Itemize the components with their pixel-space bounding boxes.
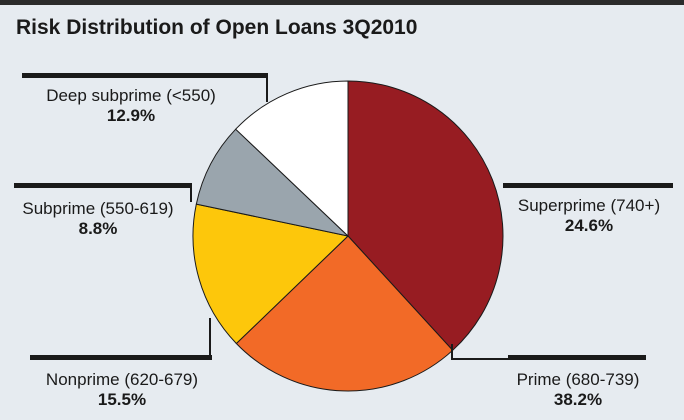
leader-bar-nonprime [30, 355, 212, 360]
top-border [0, 0, 684, 5]
slice-name: Subprime (550-619) [22, 199, 174, 218]
slice-label-subprime: Subprime (550-619) 8.8% [0, 199, 196, 239]
pie-slice-nonprime-620-679 [192, 203, 349, 345]
connector-prime-horizontal [451, 358, 509, 360]
pie-slice-superprime-740 [347, 80, 504, 351]
leader-bar-prime [508, 355, 646, 360]
pie-slice-deep-subprime-550 [235, 80, 349, 237]
slice-label-superprime: Superprime (740+) 24.6% [496, 196, 682, 236]
leader-bar-deep-subprime [22, 73, 268, 78]
slice-percent: 12.9% [106, 106, 156, 125]
slice-percent: 15.5% [97, 390, 147, 409]
slice-percent: 24.6% [564, 216, 614, 235]
slice-name: Nonprime (620-679) [45, 370, 199, 389]
connector-subprime [190, 188, 192, 202]
connector-nonprime [209, 318, 211, 356]
slice-label-prime: Prime (680-739) 38.2% [490, 370, 666, 410]
pie-slice-prime-680-739 [235, 235, 454, 392]
chart-title: Risk Distribution of Open Loans 3Q2010 [16, 16, 418, 39]
connector-deep-subprime [266, 78, 268, 102]
slice-label-nonprime: Nonprime (620-679) 15.5% [22, 370, 222, 410]
slice-percent: 8.8% [78, 219, 118, 238]
connector-prime-vertical [451, 344, 453, 360]
leader-bar-superprime [503, 183, 673, 188]
slice-label-deep-subprime: Deep subprime (<550) 12.9% [8, 86, 254, 126]
slice-name: Deep subprime (<550) [46, 86, 216, 105]
slice-name: Prime (680-739) [516, 370, 640, 389]
slice-name: Superprime (740+) [517, 196, 661, 215]
pie-slice-subprime-550-619 [195, 128, 349, 237]
leader-bar-subprime [14, 183, 192, 188]
slice-percent: 38.2% [553, 390, 603, 409]
